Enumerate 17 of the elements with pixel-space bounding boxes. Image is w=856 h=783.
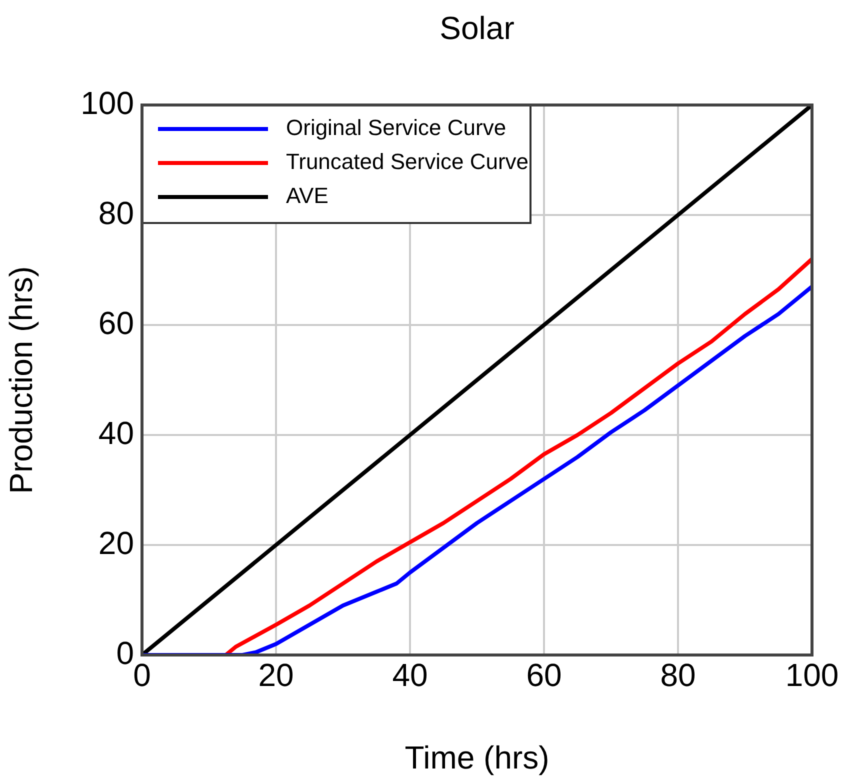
legend-label: Truncated Service Curve — [286, 149, 529, 174]
y-tick-label: 100 — [80, 84, 134, 121]
x-tick-label: 60 — [526, 657, 562, 694]
y-tick-label: 20 — [98, 524, 134, 561]
x-tick-label: 20 — [258, 657, 294, 694]
chart-title: Solar — [440, 10, 515, 46]
legend-label: Original Service Curve — [286, 115, 506, 140]
y-axis-title: Production (hrs) — [3, 266, 40, 494]
y-tick-label: 40 — [98, 414, 134, 451]
y-tick-label: 60 — [98, 304, 134, 341]
x-tick-label: 100 — [785, 657, 839, 694]
y-tick-label: 80 — [98, 194, 134, 231]
x-axis-title: Time (hrs) — [404, 740, 550, 776]
y-tick-label: 0 — [116, 634, 134, 671]
legend-label: AVE — [286, 183, 328, 208]
x-tick-label: 40 — [392, 657, 428, 694]
x-tick-label: 80 — [660, 657, 696, 694]
